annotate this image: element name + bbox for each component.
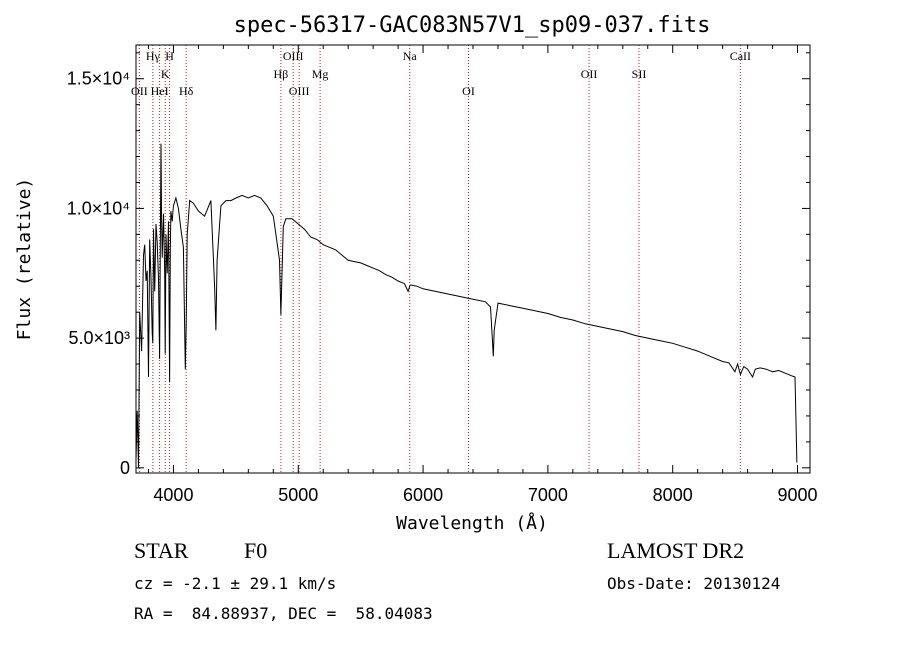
object-type: STAR [134,538,189,563]
spectral-line-label: OII [131,84,148,98]
spectral-line-label: HeI [151,84,169,98]
spectral-line-label: OII [581,67,598,81]
x-axis-ticks: 4000 5000 6000 7000 8000 9000 [147,45,818,505]
coordinates: RA = 84.88937, DEC = 58.04083 [134,604,433,623]
spectral-line-label: SII [632,67,647,81]
y-tick-label: 1.5×10⁴ [67,69,130,89]
spectral-line-label: K [161,67,170,81]
spectral-line-markers [138,45,741,473]
spectral-line-label: Mg [312,67,329,81]
x-tick-label: 4000 [153,485,193,505]
y-axis-label: Flux (relative) [14,178,35,341]
obs-date: Obs-Date: 20130124 [607,574,781,593]
spectrum-line [135,143,798,468]
redshift-text: cz = -2.1 ± 29.1 km/s [134,574,337,593]
spectral-line-label: H [165,49,174,63]
object-subclass: F0 [244,538,268,563]
spectral-line-label: Na [403,49,418,63]
y-tick-label: 1.0×10⁴ [67,198,130,218]
spectral-line-label: OIII [289,84,310,98]
x-tick-label: 6000 [403,485,443,505]
spectral-line-label: CaII [730,49,751,63]
plot-frame [135,44,811,474]
survey-name: LAMOST DR2 [607,538,745,563]
y-tick-label: 5.0×10³ [68,328,130,348]
x-tick-label: 5000 [278,485,318,505]
chart-title: spec-56317-GAC083N57V1_sp09-037.fits [234,13,711,38]
x-tick-label: 8000 [653,485,693,505]
spectral-line-label: Hγ [146,49,161,63]
x-tick-label: 9000 [777,485,817,505]
y-axis-ticks: 0 5.0×10³ 1.0×10⁴ 1.5×10⁴ [67,52,810,478]
x-tick-label: 7000 [528,485,568,505]
spectral-line-label: OI [462,84,475,98]
spectral-line-label: OIII [283,49,304,63]
x-axis-label: Wavelength (Å) [396,512,548,534]
y-tick-label: 0 [120,458,130,478]
spectral-line-label: Hβ [274,67,289,81]
spectral-line-label: Hδ [179,84,194,98]
